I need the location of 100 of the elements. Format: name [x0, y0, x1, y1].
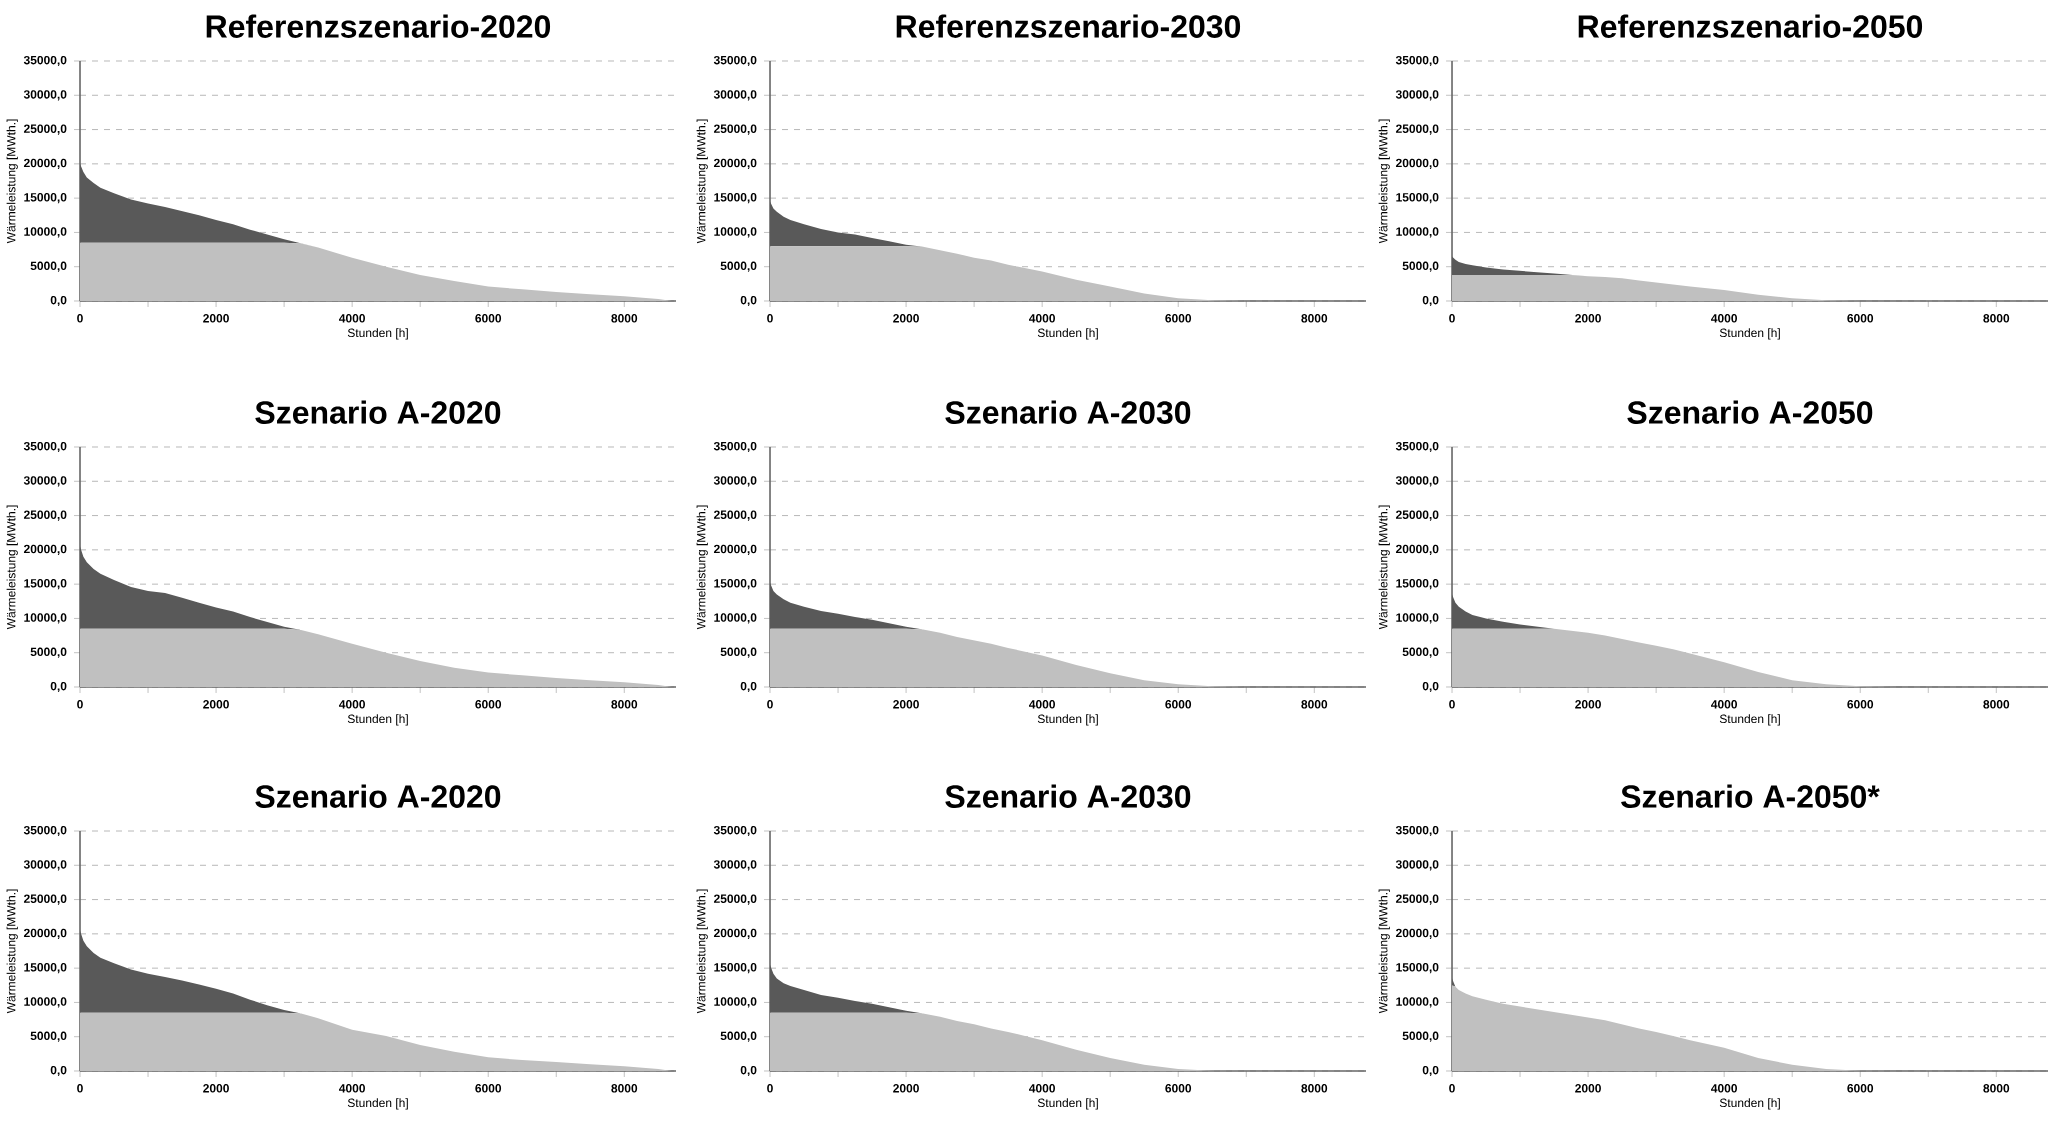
y-tick-label: 5000,0	[720, 261, 757, 272]
y-tick-label: 5000,0	[30, 261, 67, 272]
y-tick-label: 35000,0	[23, 441, 67, 453]
y-tick-label: 30000,0	[1395, 860, 1439, 871]
x-tick-label: 2000	[893, 314, 919, 323]
y-tick-label: 10000,0	[714, 997, 757, 1008]
chart-title: Referenzszenario-2020	[206, 14, 551, 38]
y-tick-label: 10000,0	[1396, 227, 1439, 238]
x-axis-title: Stunden [h]	[347, 328, 408, 340]
y-tick-label: 0,0	[740, 295, 757, 307]
y-axis-title: Wärmeleistung [MWth.]	[6, 119, 18, 244]
x-tick-label: 2000	[203, 1084, 229, 1093]
y-tick-label: 5000,0	[1402, 1031, 1439, 1042]
y-tick-label: 15000,0	[714, 579, 757, 590]
y-tick-label: 5000,0	[30, 647, 67, 658]
x-tick-label: 4000	[1711, 1084, 1738, 1093]
y-tick-label: 20000,0	[1395, 158, 1439, 169]
x-tick-label: 8000	[1301, 314, 1328, 323]
x-tick-label: 2000	[203, 700, 229, 709]
y-tick-label: 35000,0	[1395, 825, 1439, 837]
y-tick-label: 10000,0	[24, 227, 67, 238]
x-tick-label: 4000	[1029, 1084, 1055, 1093]
y-tick-label: 30000,0	[23, 90, 67, 101]
chart-title: Szenario A-2050*	[1621, 784, 1880, 808]
y-tick-label: 20000,0	[23, 928, 67, 939]
chart-title: Szenario A-2050	[1627, 400, 1873, 424]
x-axis-title: Stunden [h]	[1719, 714, 1780, 726]
y-tick-label: 10000,0	[714, 613, 757, 624]
chart-title: Szenario A-2020	[255, 400, 501, 424]
x-tick-label: 4000	[1711, 700, 1738, 709]
x-tick-label: 0	[77, 314, 83, 323]
y-tick-label: 35000,0	[1395, 55, 1439, 67]
y-tick-label: 5000,0	[720, 647, 757, 658]
y-axis-title: Wärmeleistung [MWth.]	[696, 505, 708, 630]
x-axis-title: Stunden [h]	[347, 714, 408, 726]
y-tick-label: 0,0	[1422, 681, 1439, 693]
x-tick-label: 0	[767, 700, 773, 709]
y-axis-title: Wärmeleistung [MWth.]	[1378, 119, 1390, 244]
y-tick-label: 15000,0	[1396, 579, 1439, 590]
y-tick-label: 15000,0	[24, 963, 67, 974]
x-tick-label: 8000	[611, 314, 638, 323]
y-axis-title: Wärmeleistung [MWth.]	[696, 889, 708, 1014]
y-tick-label: 0,0	[50, 681, 67, 693]
x-tick-label: 0	[77, 1084, 83, 1093]
x-tick-label: 4000	[1029, 314, 1055, 323]
y-tick-label: 25000,0	[23, 894, 67, 905]
y-tick-label: 20000,0	[1395, 928, 1439, 939]
x-tick-label: 0	[77, 700, 83, 709]
y-tick-label: 15000,0	[1396, 193, 1439, 204]
x-tick-label: 4000	[338, 700, 365, 709]
x-tick-label: 4000	[338, 314, 365, 323]
y-tick-label: 10000,0	[714, 227, 757, 238]
y-tick-label: 5000,0	[30, 1031, 67, 1042]
y-tick-label: 30000,0	[1395, 90, 1439, 101]
x-tick-label: 4000	[338, 1084, 365, 1093]
x-tick-label: 8000	[1983, 1084, 2010, 1093]
x-tick-label: 4000	[1711, 314, 1738, 323]
y-tick-label: 20000,0	[1395, 544, 1439, 555]
x-tick-label: 2000	[1575, 314, 1601, 323]
y-tick-label: 35000,0	[23, 825, 67, 837]
y-tick-label: 25000,0	[713, 124, 757, 135]
x-tick-label: 8000	[611, 700, 638, 709]
x-axis-title: Stunden [h]	[1037, 714, 1098, 726]
y-tick-label: 20000,0	[713, 158, 757, 169]
y-tick-label: 30000,0	[1395, 476, 1439, 487]
x-tick-label: 8000	[611, 1084, 638, 1093]
x-tick-label: 8000	[1983, 700, 2010, 709]
x-axis-title: Stunden [h]	[1037, 328, 1098, 340]
y-tick-label: 10000,0	[1396, 613, 1439, 624]
x-tick-label: 6000	[475, 1084, 502, 1093]
y-tick-label: 0,0	[740, 1065, 757, 1077]
chart-title: Referenzszenario-2050	[1578, 14, 1923, 38]
chart-title: Szenario A-2030	[945, 400, 1191, 424]
chart-title: Referenzszenario-2030	[896, 14, 1241, 38]
y-tick-label: 30000,0	[23, 476, 67, 487]
x-tick-label: 0	[1449, 700, 1455, 709]
x-tick-label: 2000	[1575, 700, 1601, 709]
y-tick-label: 25000,0	[1395, 894, 1439, 905]
y-tick-label: 35000,0	[23, 55, 67, 67]
y-axis-title: Wärmeleistung [MWth.]	[6, 505, 18, 630]
chart-title: Szenario A-2030	[945, 784, 1191, 808]
y-tick-label: 20000,0	[23, 158, 67, 169]
y-tick-label: 5000,0	[720, 1031, 757, 1042]
x-tick-label: 6000	[1847, 1084, 1874, 1093]
y-tick-label: 10000,0	[1396, 997, 1439, 1008]
y-tick-label: 30000,0	[713, 90, 757, 101]
x-tick-label: 0	[767, 314, 773, 323]
x-tick-label: 0	[767, 1084, 773, 1093]
y-tick-label: 20000,0	[23, 544, 67, 555]
y-tick-label: 25000,0	[23, 124, 67, 135]
x-axis-title: Stunden [h]	[1719, 1098, 1780, 1110]
x-tick-label: 6000	[1165, 700, 1192, 709]
y-tick-label: 10000,0	[24, 613, 67, 624]
x-tick-label: 0	[1449, 1084, 1455, 1093]
y-tick-label: 25000,0	[1395, 124, 1439, 135]
y-tick-label: 25000,0	[1395, 510, 1439, 521]
x-axis-title: Stunden [h]	[1037, 1098, 1098, 1110]
x-tick-label: 8000	[1301, 1084, 1328, 1093]
y-tick-label: 15000,0	[1396, 963, 1439, 974]
y-axis-title: Wärmeleistung [MWth.]	[6, 889, 18, 1014]
